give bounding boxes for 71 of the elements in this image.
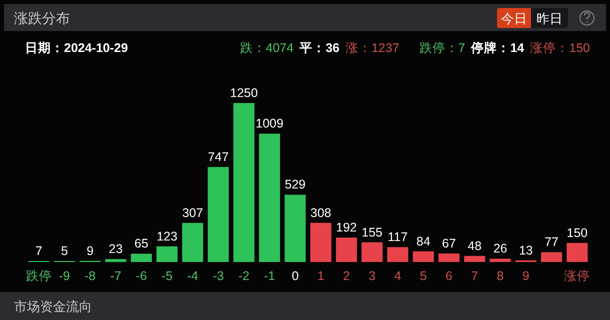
data-label: 1009 xyxy=(256,116,284,131)
x-tick-label: -1 xyxy=(264,269,276,283)
data-label: 117 xyxy=(388,230,408,244)
x-tick-label: 3 xyxy=(368,269,376,283)
x-tick-label: -3 xyxy=(212,269,224,283)
bar xyxy=(541,252,562,262)
data-label: 7 xyxy=(35,244,42,258)
x-tick-label: -9 xyxy=(58,269,70,283)
x-tick-label: 涨停 xyxy=(564,269,590,283)
bar xyxy=(387,247,408,262)
x-tick-label: -4 xyxy=(187,269,198,283)
text: 涨：1237 xyxy=(345,41,400,55)
x-tick-label: 7 xyxy=(471,269,478,283)
data-label: 5 xyxy=(60,244,68,258)
data-label: 67 xyxy=(442,236,456,250)
text: 涨停：150 xyxy=(530,41,590,55)
bar xyxy=(233,103,254,262)
x-tick-label: 5 xyxy=(420,269,427,283)
x-tick-label: 8 xyxy=(496,269,504,283)
data-label: 13 xyxy=(518,243,533,258)
x-tick-label: 4 xyxy=(394,269,402,283)
data-label: 192 xyxy=(336,220,357,235)
text: 平：36 xyxy=(298,41,340,55)
data-label: 84 xyxy=(416,234,430,248)
text: 跌：4074 xyxy=(240,41,294,55)
bar xyxy=(362,242,383,262)
bar xyxy=(566,242,588,262)
bar xyxy=(259,134,280,262)
bar xyxy=(336,238,357,262)
x-tick-label: 0 xyxy=(292,269,299,283)
data-label: 48 xyxy=(468,238,482,253)
bar xyxy=(105,259,126,262)
data-label: 26 xyxy=(493,242,508,256)
bar xyxy=(130,254,152,262)
x-tick-label: 9 xyxy=(522,269,530,283)
bar xyxy=(310,222,332,262)
footer-section-header: 市场资金流向 xyxy=(0,292,610,320)
data-label: 9 xyxy=(86,244,94,258)
data-label: 307 xyxy=(182,206,204,220)
bar xyxy=(156,246,178,262)
data-label: 65 xyxy=(134,236,148,251)
bar xyxy=(412,251,434,262)
x-tick-label: -6 xyxy=(136,269,147,283)
bar xyxy=(438,253,460,262)
x-tick-label: 1 xyxy=(317,269,324,283)
text: 停牌：14 xyxy=(470,40,524,55)
x-tick-label: -8 xyxy=(84,269,96,283)
x-tick-label: 6 xyxy=(446,269,453,283)
data-label: 1250 xyxy=(230,86,258,100)
controls: 今日 昨日 xyxy=(497,8,568,28)
data-label: 123 xyxy=(156,229,178,244)
data-label: 155 xyxy=(362,225,383,240)
data-label: 308 xyxy=(310,206,332,220)
data-label: 747 xyxy=(208,150,229,164)
bar xyxy=(490,258,511,262)
chart-title: 涨跌分布 xyxy=(14,10,70,26)
bar xyxy=(182,222,204,262)
x-tick-label: -5 xyxy=(161,269,173,283)
bar xyxy=(208,166,229,262)
data-label: 77 xyxy=(544,235,559,250)
data-label: 150 xyxy=(566,226,588,240)
x-tick-label: 跌停 xyxy=(26,269,52,283)
data-label: 529 xyxy=(284,178,306,192)
text: 跌停：7 xyxy=(419,41,466,55)
data-label: 23 xyxy=(108,242,123,256)
bar xyxy=(284,194,306,262)
x-tick-label: -7 xyxy=(110,269,122,283)
text: 日期：2024-10-29 xyxy=(25,41,128,55)
x-tick-label: -2 xyxy=(238,269,250,283)
bar xyxy=(464,256,486,262)
x-tick-label: 2 xyxy=(342,269,350,283)
